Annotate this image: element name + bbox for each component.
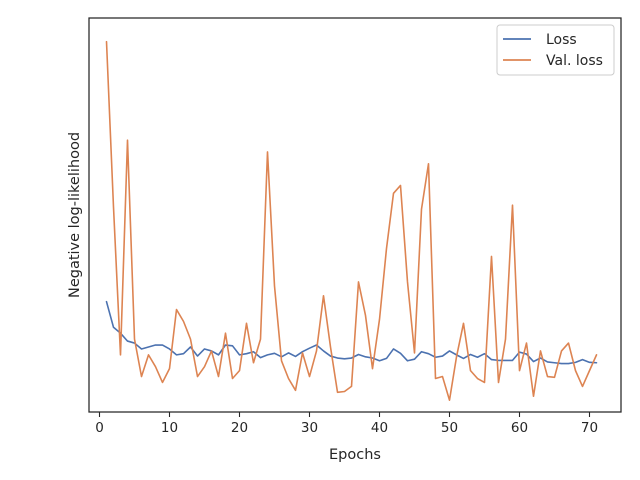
- x-tick-label: 50: [441, 420, 458, 436]
- x-tick-label: 30: [301, 420, 318, 436]
- plot-frame: [88, 17, 622, 413]
- legend-label: Loss: [546, 32, 577, 48]
- x-tick-label: 70: [581, 420, 598, 436]
- plot-area: [105, 40, 598, 401]
- x-tick-label: 60: [511, 420, 528, 436]
- x-axis-label: Epochs: [329, 447, 381, 463]
- y-axis-label: Negative log-likelihood: [67, 132, 83, 298]
- x-tick-label: 10: [161, 420, 178, 436]
- legend-label: Val. loss: [546, 53, 603, 69]
- legend: Loss Val. loss: [496, 24, 615, 76]
- x-tick-label: 0: [95, 420, 104, 436]
- x-tick-label: 20: [231, 420, 248, 436]
- series-line-0: [105, 300, 598, 365]
- legend-box: [496, 24, 615, 76]
- x-tick-label: 40: [371, 420, 388, 436]
- series-line-1: [105, 40, 598, 401]
- x-axis: 0 10 20 30 40 50 60 70: [95, 412, 598, 436]
